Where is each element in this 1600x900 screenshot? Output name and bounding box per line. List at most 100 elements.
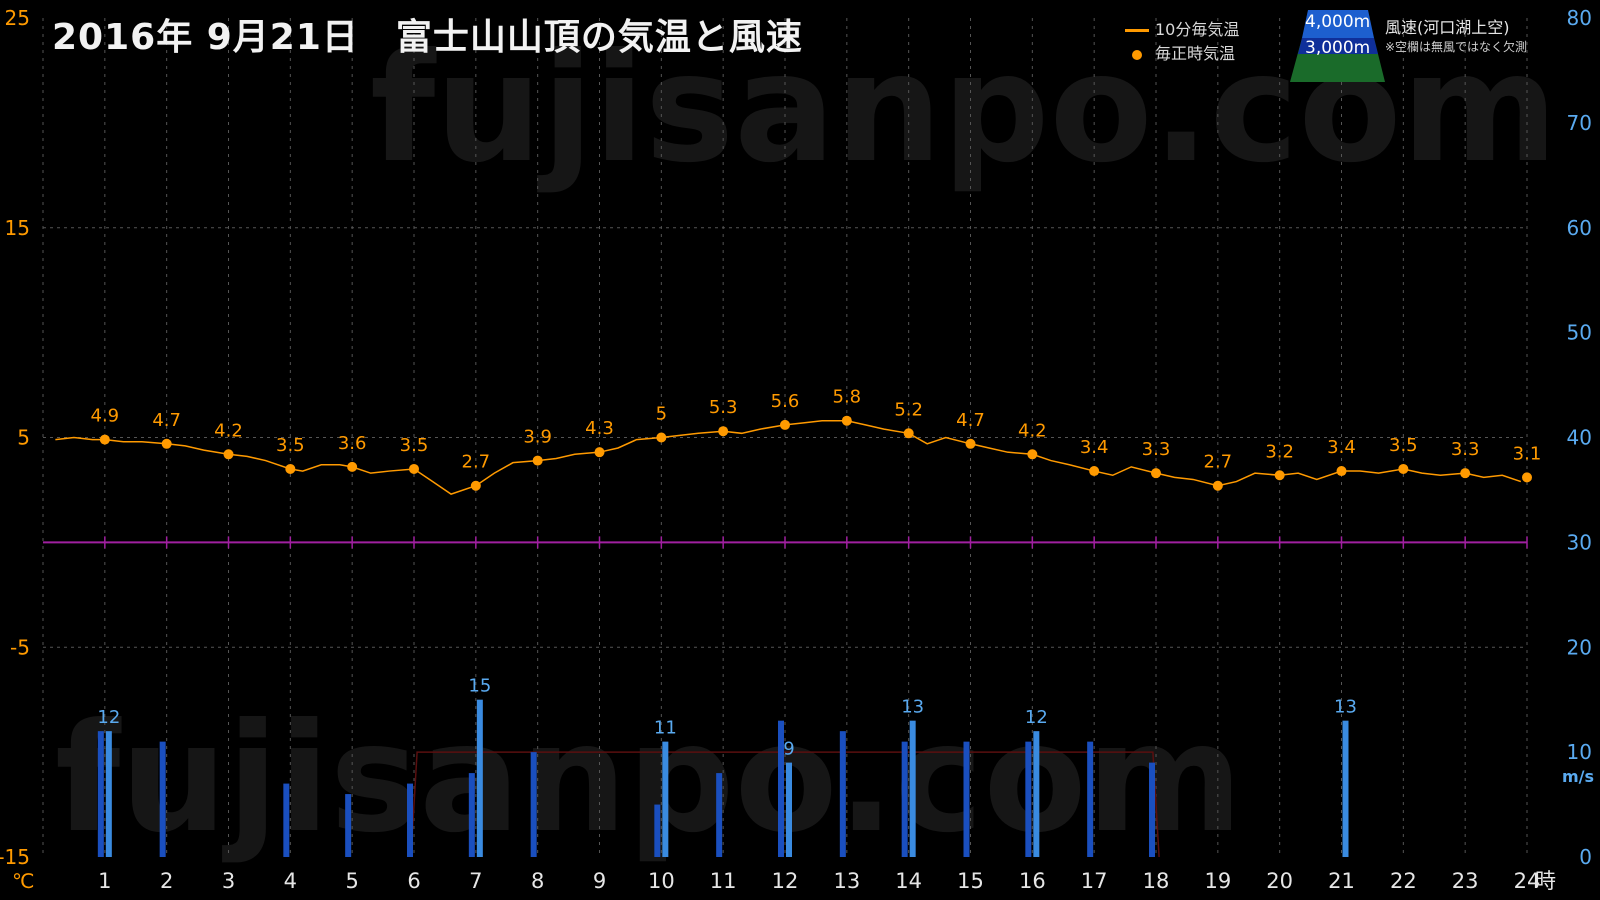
wind-bar-4000m xyxy=(1025,741,1032,857)
temp-hourly-point xyxy=(347,461,358,472)
x-tick-label: 9 xyxy=(593,869,606,893)
temp-hourly-point xyxy=(1274,470,1285,481)
temp-hourly-point xyxy=(1027,449,1038,460)
temp-value-label: 5.2 xyxy=(894,399,923,420)
wind-bar-4000m xyxy=(1149,762,1155,857)
temp-value-label: 4.9 xyxy=(91,406,120,427)
temp-value-label: 3.4 xyxy=(1080,437,1109,458)
x-tick-label: 1 xyxy=(98,869,111,893)
x-tick-label: 15 xyxy=(957,869,984,893)
temp-value-label: 3.6 xyxy=(338,433,367,454)
right-axis-tick-label: 30 xyxy=(1567,530,1592,554)
legend-temp-line: 10分毎気温 xyxy=(1125,16,1239,40)
wind-bar-4000m xyxy=(530,752,537,857)
wind-value-label: 9 xyxy=(783,739,794,760)
grid xyxy=(42,18,1528,858)
temp-value-label: 3.9 xyxy=(523,427,552,448)
temp-10min-line xyxy=(55,419,1522,495)
temp-hourly-point xyxy=(223,449,234,460)
temp-hourly-point xyxy=(1460,468,1471,479)
legend-alt-3000: 3,000m xyxy=(1305,38,1371,58)
x-tick-label: 23 xyxy=(1452,869,1479,893)
right-axis-tick-label: 10 xyxy=(1567,740,1592,764)
wind-bar-3000m xyxy=(786,762,792,857)
x-tick-label: 7 xyxy=(469,869,482,893)
temp-hourly-point xyxy=(656,432,667,443)
legend-dot-swatch xyxy=(1132,49,1142,60)
temp-hourly-point xyxy=(1398,463,1409,474)
wind-value-label: 11 xyxy=(654,718,677,739)
temp-value-label: 2.7 xyxy=(462,452,491,473)
right-axis-tick-label: 80 xyxy=(1567,6,1592,30)
temp-hourly-point xyxy=(718,426,729,437)
temp-value-label: 4.7 xyxy=(152,410,181,431)
legend-temp-dot-label: 毎正時気温 xyxy=(1155,44,1236,63)
legend-line-swatch xyxy=(1125,29,1149,32)
wind-bar-4000m xyxy=(778,720,784,857)
temp-value-label: 3.3 xyxy=(1451,439,1480,460)
wind-value-label: 13 xyxy=(901,697,924,718)
x-tick-label: 5 xyxy=(345,869,358,893)
x-tick-label: 6 xyxy=(407,869,420,893)
temp-hourly-point xyxy=(409,463,419,474)
temp-hourly-point xyxy=(965,438,976,449)
x-tick-label: 4 xyxy=(284,869,297,893)
legend-temp-line-label: 10分毎気温 xyxy=(1155,20,1240,39)
wind-bar-4000m xyxy=(716,773,723,857)
temp-value-label: 5.3 xyxy=(709,397,738,418)
temp-hourly-point xyxy=(285,463,296,474)
temp-value-label: 3.1 xyxy=(1513,443,1542,464)
wind-bar-4000m xyxy=(345,794,352,857)
temp-hourly-point xyxy=(470,480,481,491)
right-axis-tick-label: 60 xyxy=(1567,216,1592,240)
wind-bar-4000m xyxy=(407,783,413,857)
wind-bar-4000m xyxy=(97,731,104,857)
x-tick-label: 3 xyxy=(222,869,235,893)
temp-hourly-point xyxy=(99,434,110,445)
right-axis-tick-label: 40 xyxy=(1567,426,1592,450)
wind-bar-4000m xyxy=(654,804,661,857)
wind-bar-3000m xyxy=(909,720,916,857)
mountain-icon xyxy=(1290,10,1385,82)
temp-hourly-point xyxy=(1336,466,1347,477)
temp-value-label: 3.2 xyxy=(1265,441,1294,462)
temp-hourly-point xyxy=(1151,468,1161,479)
x-tick-label: 17 xyxy=(1081,869,1108,893)
temp-hourly-point xyxy=(841,415,852,426)
temp-value-label: 4.2 xyxy=(1018,420,1047,441)
wind-bar-3000m xyxy=(105,731,112,857)
x-tick-label: 22 xyxy=(1390,869,1417,893)
right-axis-tick-label: 50 xyxy=(1567,321,1592,345)
legend-wind-title: 風速(河口湖上空) xyxy=(1385,18,1510,37)
temp-value-label: 3.5 xyxy=(1389,435,1418,456)
wind-value-label: 15 xyxy=(468,676,491,697)
temp-hourly-point xyxy=(1089,466,1100,477)
x-axis-unit: 時 xyxy=(1535,869,1556,893)
wind-bar-3000m xyxy=(1033,731,1040,857)
wind-bar-3000m xyxy=(1342,720,1349,857)
right-axis-tick-label: 20 xyxy=(1567,635,1592,659)
wind-bar-3000m xyxy=(662,741,669,857)
x-tick-label: 21 xyxy=(1328,869,1355,893)
temp-value-label: 4.3 xyxy=(585,418,614,439)
wind-bar-3000m xyxy=(476,699,483,857)
x-tick-label: 10 xyxy=(648,869,675,893)
x-tick-label: 11 xyxy=(710,869,737,893)
temp-value-label: 2.7 xyxy=(1204,452,1233,473)
x-tick-label: 14 xyxy=(895,869,922,893)
x-tick-label: 24 xyxy=(1514,869,1541,893)
temperature-layer: 4.9 4.7 4.2 3.5 3.6 3.5 2.7 3.9 4.3 5 5.3 5.6 5.8 5.2… xyxy=(55,387,1542,495)
x-tick-label: 18 xyxy=(1143,869,1170,893)
wind-range-outline xyxy=(410,751,1160,858)
temp-value-label: 5.8 xyxy=(833,387,862,408)
left-axis-tick-label: -5 xyxy=(10,635,30,659)
x-tick-label: 8 xyxy=(531,869,544,893)
wind-bar-4000m xyxy=(283,783,290,857)
legend-wind-note: ※空欄は無風ではなく欠測 xyxy=(1385,40,1528,54)
x-tick-label: 16 xyxy=(1019,869,1046,893)
x-tick-label: 12 xyxy=(772,869,799,893)
wind-bar-4000m xyxy=(468,773,475,857)
wind-bar-4000m xyxy=(1087,741,1094,857)
right-axis-tick-label: 0 xyxy=(1579,845,1592,869)
